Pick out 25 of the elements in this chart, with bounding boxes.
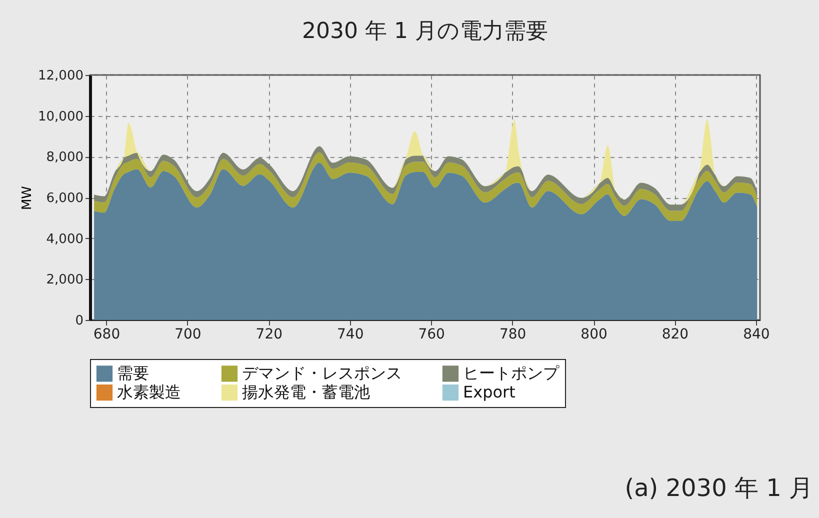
x-tick-label: 760: [418, 326, 445, 342]
legend-label: Export: [463, 382, 516, 402]
x-tick-label: 720: [256, 326, 283, 342]
x-tick-label: 780: [499, 326, 526, 342]
legend-label: デマンド・レスポンス: [242, 364, 402, 383]
y-tick-label: 0: [75, 314, 84, 328]
legend-label: 需要: [117, 364, 149, 383]
y-tick-label: 6,000: [46, 191, 84, 206]
x-tick-label: 700: [174, 326, 202, 342]
y-tick-label: 10,000: [38, 109, 84, 124]
legend-label: 揚水発電・蓄電池: [242, 382, 370, 402]
legend-label: ヒートポンプ: [463, 364, 560, 383]
y-tick-label: 8,000: [46, 150, 84, 166]
y-tick-label: 2,000: [46, 272, 84, 288]
y-tick-label: 4,000: [46, 232, 84, 247]
y-tick-label: 12,000: [38, 68, 84, 84]
x-tick-label: 840: [743, 326, 770, 342]
chart-title: 2030 年 1 月の電力需要: [302, 19, 548, 44]
y-axis-title: MW: [20, 186, 36, 210]
text: (a) 2030 年 1 月: [624, 473, 813, 504]
x-tick-label: 680: [93, 326, 120, 342]
legend-label: 水素製造: [117, 382, 181, 402]
x-tick-label: 820: [662, 326, 689, 342]
x-tick-label: 740: [337, 326, 364, 342]
x-tick-label: 800: [580, 326, 608, 342]
